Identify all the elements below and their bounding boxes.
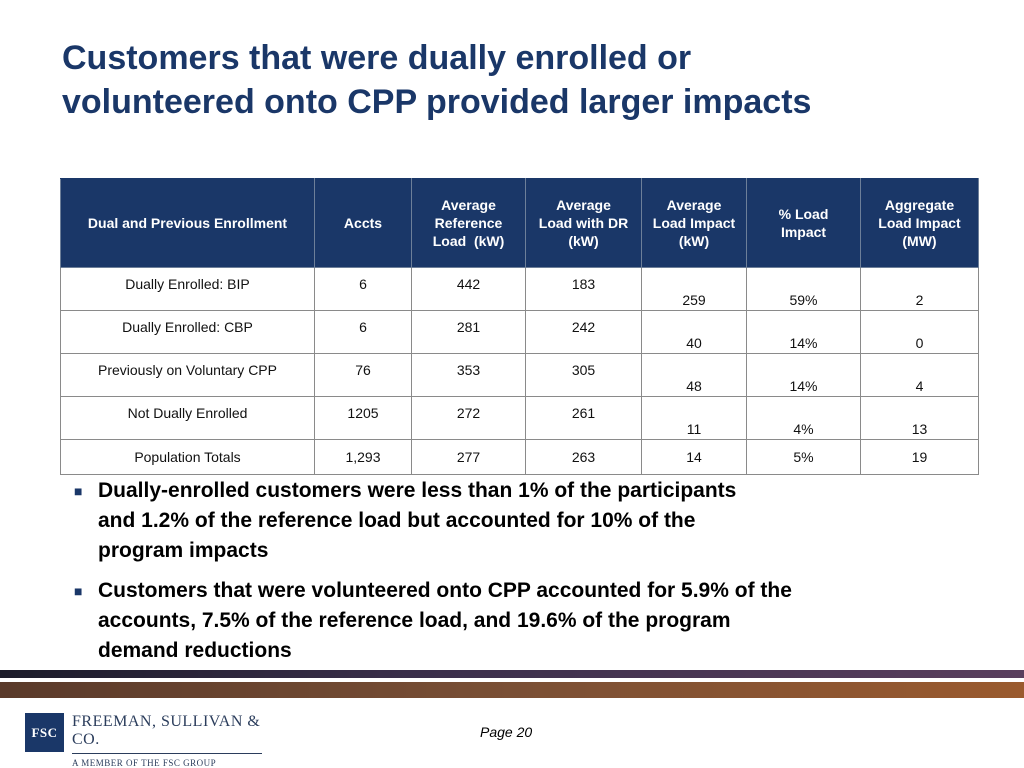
bullet-item: ■ Dually-enrolled customers were less th… — [72, 476, 952, 566]
page-number: Page 20 — [480, 724, 533, 740]
cell-load-with-dr: 183 — [525, 267, 642, 311]
header-pct-load-impact: % Load Impact — [746, 178, 861, 268]
title-line-2: volunteered onto CPP provided larger imp… — [62, 83, 812, 121]
footer-divider-brown — [0, 682, 1024, 698]
header-aggregate-load-impact: Aggregate Load Impact (MW) — [860, 178, 979, 268]
cell-ref-load: 281 — [411, 310, 526, 354]
cell-load-with-dr: 242 — [525, 310, 642, 354]
cell-group: Previously on Voluntary CPP — [60, 353, 315, 397]
table-header-row: Dual and Previous Enrollment Accts Avera… — [60, 178, 979, 268]
cell-pct-impact: 14% — [746, 310, 861, 354]
cell-load-impact: 11 — [641, 396, 747, 440]
bullet-item: ■ Customers that were volunteered onto C… — [72, 576, 952, 666]
cell-aggregate-impact: 4 — [860, 353, 979, 397]
header-accts: Accts — [314, 178, 412, 268]
cell-aggregate-impact: 2 — [860, 267, 979, 311]
cell-load-impact: 40 — [641, 310, 747, 354]
firm-name: FREEMAN, SULLIVAN & CO. — [72, 713, 261, 748]
cell-ref-load: 272 — [411, 396, 526, 440]
slide-title: Customers that were dually enrolled or v… — [62, 36, 992, 124]
cell-ref-load: 353 — [411, 353, 526, 397]
cell-aggregate-impact: 13 — [860, 396, 979, 440]
cell-accts: 1205 — [314, 396, 412, 440]
cell-group: Dually Enrolled: BIP — [60, 267, 315, 311]
firm-subtitle: A MEMBER OF THE FSC GROUP — [72, 758, 217, 768]
cell-ref-load: 277 — [411, 439, 526, 475]
bullet-list: ■ Dually-enrolled customers were less th… — [72, 476, 952, 676]
table-row: Previously on Voluntary CPP 76 353 305 4… — [60, 353, 979, 397]
cell-aggregate-impact: 19 — [860, 439, 979, 475]
header-dual-previous-enrollment: Dual and Previous Enrollment — [60, 178, 315, 268]
square-bullet-icon: ■ — [74, 583, 83, 599]
footer-divider-dark — [0, 670, 1024, 678]
table-row: Not Dually Enrolled 1205 272 261 11 4% 1… — [60, 396, 979, 440]
cell-aggregate-impact: 0 — [860, 310, 979, 354]
fsc-logo: FSC — [25, 713, 64, 752]
enrollment-table: Dual and Previous Enrollment Accts Avera… — [60, 178, 979, 475]
cell-group: Population Totals — [60, 439, 315, 475]
cell-pct-impact: 59% — [746, 267, 861, 311]
header-avg-load-with-dr: Average Load with DR (kW) — [525, 178, 642, 268]
cell-load-with-dr: 263 — [525, 439, 642, 475]
table-row: Dually Enrolled: CBP 6 281 242 40 14% 0 — [60, 310, 979, 354]
cell-load-impact: 48 — [641, 353, 747, 397]
cell-pct-impact: 14% — [746, 353, 861, 397]
cell-accts: 76 — [314, 353, 412, 397]
header-avg-load-impact: Average Load Impact (kW) — [641, 178, 747, 268]
cell-load-impact: 14 — [641, 439, 747, 475]
cell-load-with-dr: 305 — [525, 353, 642, 397]
cell-group: Not Dually Enrolled — [60, 396, 315, 440]
square-bullet-icon: ■ — [74, 483, 83, 499]
table-row: Population Totals 1,293 277 263 14 5% 19 — [60, 439, 979, 475]
header-avg-reference-load: Average Reference Load (kW) — [411, 178, 526, 268]
cell-accts: 1,293 — [314, 439, 412, 475]
table-row: Dually Enrolled: BIP 6 442 183 259 59% 2 — [60, 267, 979, 311]
cell-load-impact: 259 — [641, 267, 747, 311]
cell-accts: 6 — [314, 310, 412, 354]
title-line-1: Customers that were dually enrolled or — [62, 39, 692, 77]
cell-ref-load: 442 — [411, 267, 526, 311]
firm-wordmark: FREEMAN, SULLIVAN & CO. A MEMBER OF THE … — [72, 713, 272, 768]
cell-group: Dually Enrolled: CBP — [60, 310, 315, 354]
cell-load-with-dr: 261 — [525, 396, 642, 440]
cell-pct-impact: 5% — [746, 439, 861, 475]
cell-accts: 6 — [314, 267, 412, 311]
cell-pct-impact: 4% — [746, 396, 861, 440]
firm-rule — [72, 753, 262, 754]
